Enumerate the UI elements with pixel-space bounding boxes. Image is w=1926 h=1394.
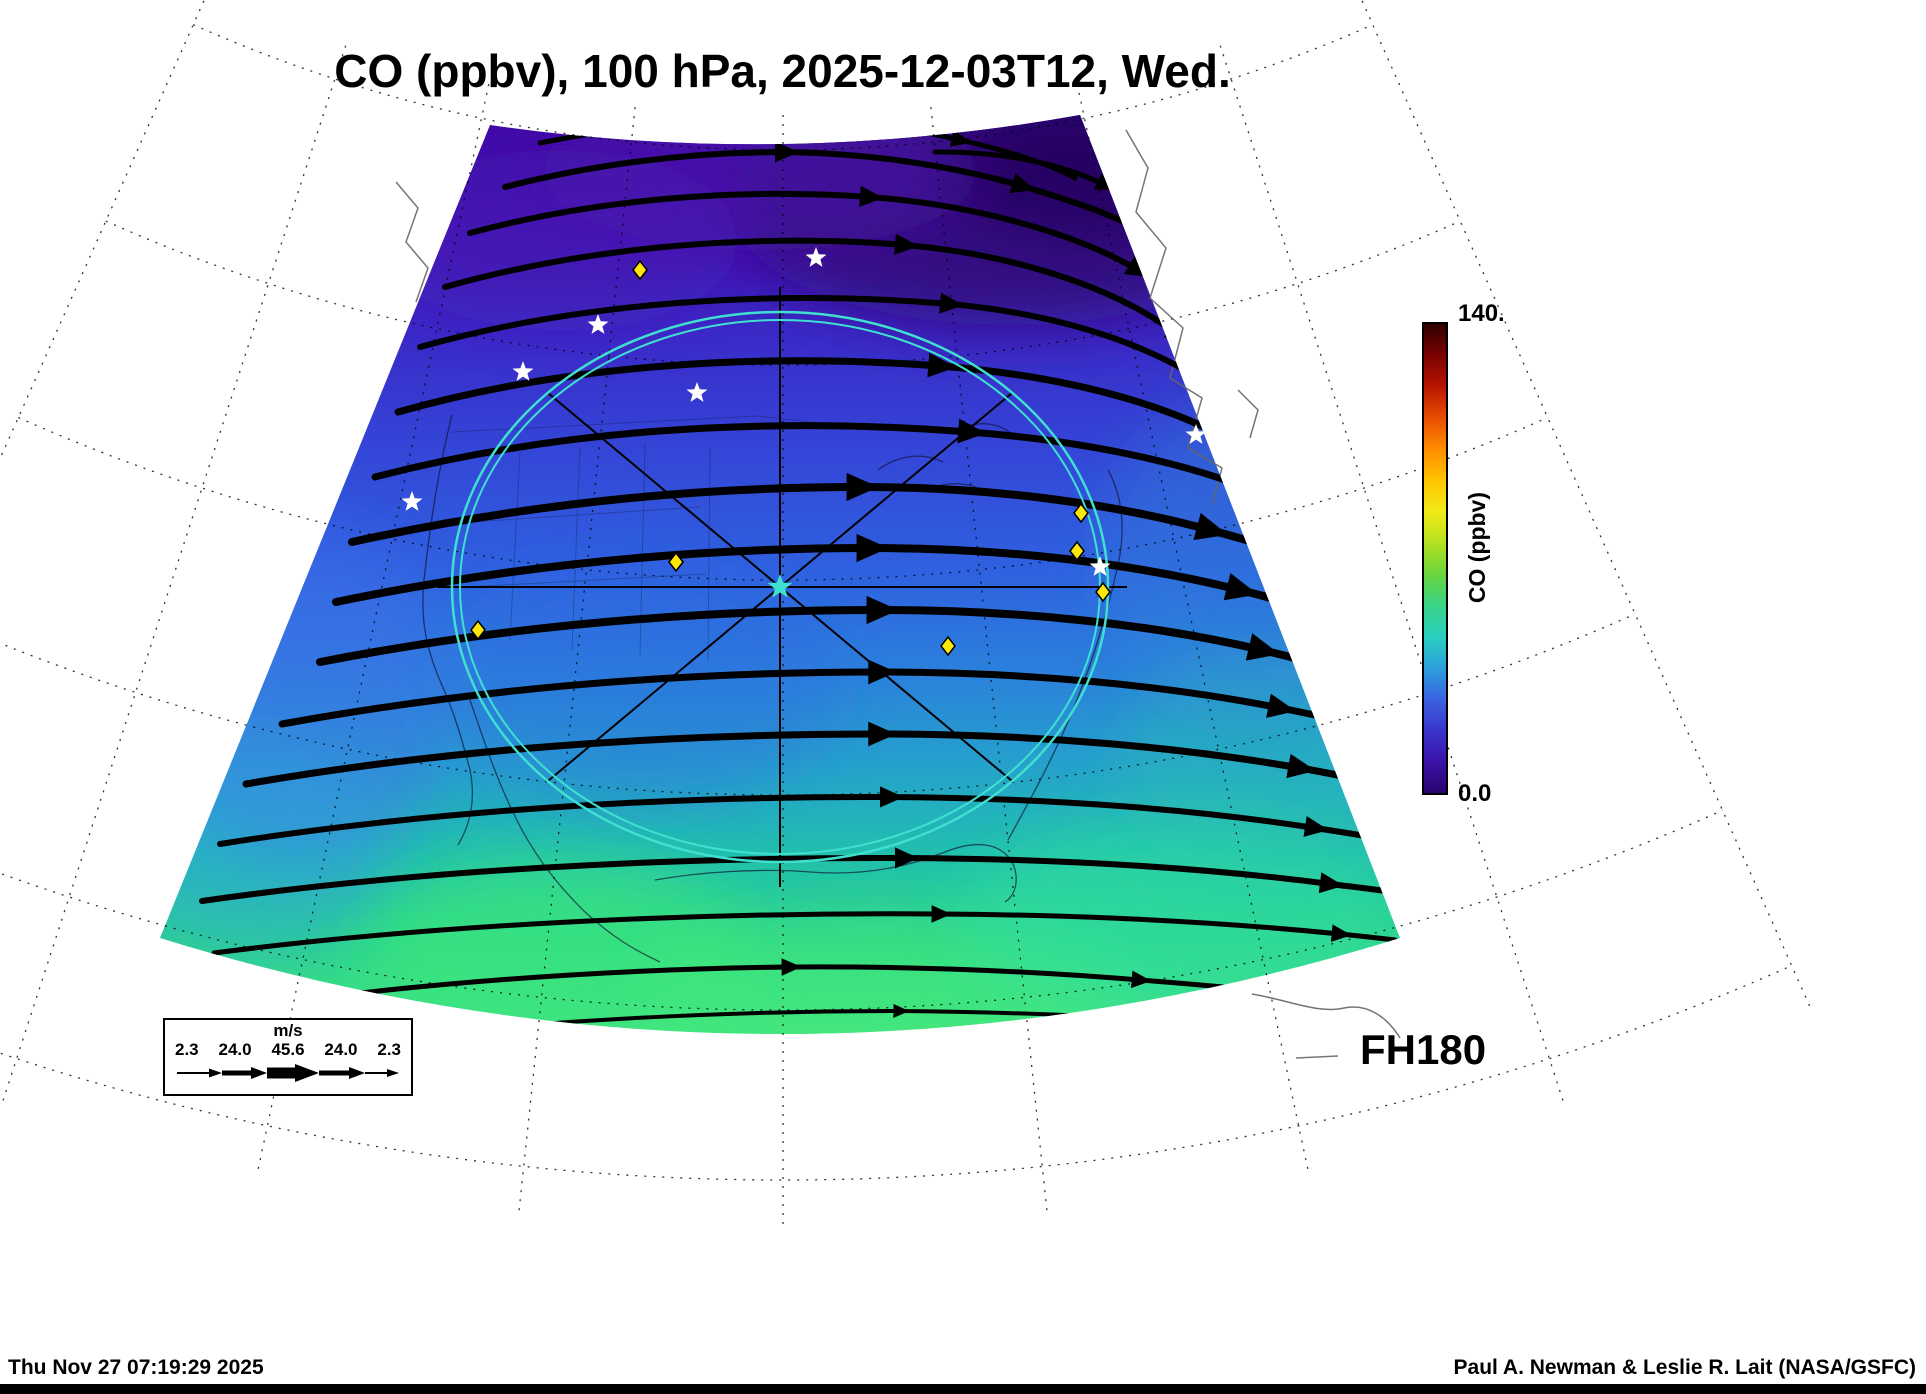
diamond-marker: [632, 259, 648, 281]
colorbar-max-label: 140.: [1458, 300, 1505, 327]
diamond-marker: [1069, 540, 1085, 562]
streamline: [278, 659, 1398, 737]
longitude-line: [0, 0, 205, 461]
streamline: [289, 958, 1333, 1004]
wind-speed-value: 24.0: [324, 1040, 358, 1059]
wind-speed-value: 24.0: [218, 1040, 252, 1059]
latitude-line: [0, 809, 1723, 1011]
diamond-marker: [1095, 581, 1111, 603]
diamond-marker: [940, 635, 956, 657]
wind-speed-values: 2.3 24.0 45.6 24.0 2.3: [165, 1040, 411, 1059]
wind-speed-value: 45.6: [271, 1040, 305, 1059]
star-marker: [587, 314, 609, 334]
wind-speed-legend: m/s 2.3 24.0 45.6 24.0 2.3: [163, 1018, 413, 1096]
star-marker: [1089, 556, 1111, 576]
coastline: [422, 414, 473, 846]
wind-speed-arrow-glyph: [177, 1064, 399, 1082]
generation-timestamp: Thu Nov 27 07:19:29 2025: [8, 1356, 264, 1379]
coastline: [1251, 993, 1401, 1059]
streamline: [242, 721, 1400, 792]
star-marker: [401, 491, 423, 511]
wind-speed-value: 2.3: [377, 1040, 401, 1059]
range-ring-center-star: [767, 574, 793, 598]
coastline: [395, 181, 429, 303]
co-field-blob: [160, 740, 390, 960]
star-marker: [686, 382, 708, 402]
credit-text: Paul A. Newman & Leslie R. Lait (NASA/GS…: [1453, 1356, 1916, 1379]
star-marker: [805, 247, 827, 267]
streamline: [217, 786, 1400, 847]
diamond-marker: [1073, 502, 1089, 524]
range-ring-outer: [450, 310, 1110, 864]
streamline: [211, 905, 1398, 956]
footer-bar: [0, 1384, 1926, 1394]
latitude-line: [192, 24, 1374, 151]
diamond-marker: [470, 619, 486, 641]
map-markers: [401, 247, 1207, 657]
co-field-blob: [380, 150, 740, 330]
colorbar-axis-label: CO (ppbv): [1464, 492, 1490, 604]
wind-speed-value: 2.3: [175, 1040, 199, 1059]
forecast-hour-label: FH180: [1360, 1026, 1487, 1073]
co-field-blob: [1100, 400, 1380, 720]
colorbar-gradient: [1422, 322, 1448, 795]
chart-title: CO (ppbv), 100 hPa, 2025-12-03T12, Wed.: [334, 45, 1231, 97]
colorbar-min-label: 0.0: [1458, 780, 1492, 807]
wind-units-label: m/s: [273, 1021, 303, 1040]
diamond-marker: [668, 551, 684, 573]
star-marker: [1185, 424, 1207, 444]
star-marker: [512, 361, 534, 381]
streamline: [199, 847, 1400, 904]
coastline: [1237, 389, 1259, 439]
graticule-grid: [0, 0, 1813, 1230]
